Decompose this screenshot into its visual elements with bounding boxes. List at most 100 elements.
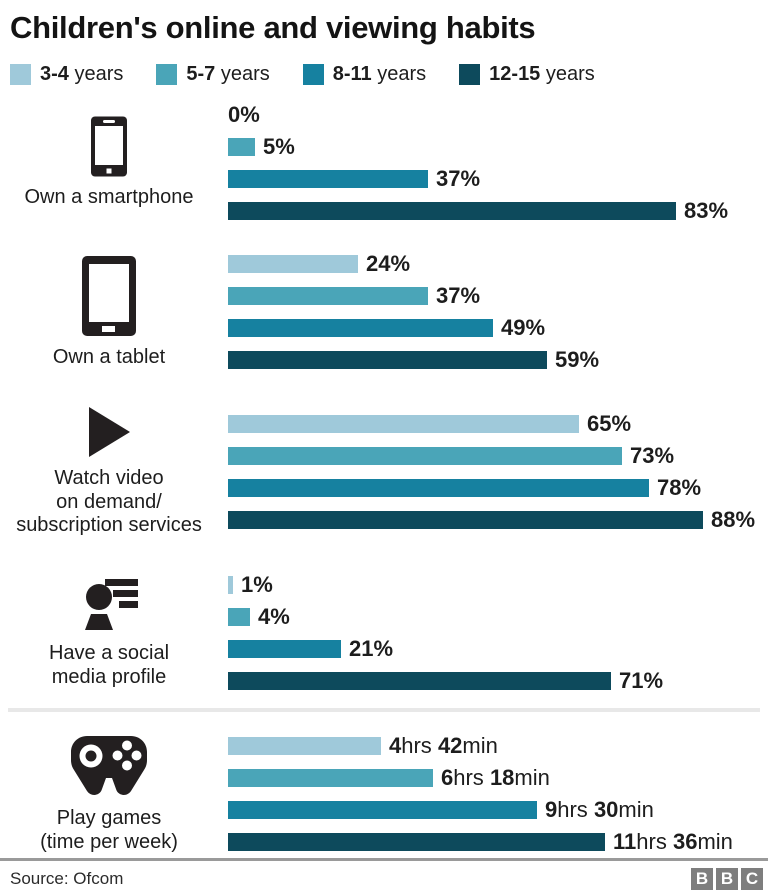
bar	[228, 137, 255, 156]
bar-group: 4hrs 42min 6hrs 18min 9hrs 30min 11hrs 36mi…	[218, 734, 768, 854]
value-label: 83%	[684, 197, 729, 223]
bar-row: 78%	[228, 475, 768, 501]
bar-row: 21%	[228, 638, 768, 660]
category-column: Have a social media profile	[0, 576, 218, 690]
bar-row: 5%	[228, 133, 768, 159]
category-column: Play games (time per week)	[0, 734, 218, 854]
category-column: Watch video on demand/subscription servic…	[0, 406, 218, 538]
value-label: 4hrs 42min	[389, 733, 498, 759]
bar	[228, 576, 233, 595]
bar	[228, 318, 493, 337]
bar-group: 0% 5% 37% 83%	[218, 101, 768, 223]
bar-row: 71%	[228, 668, 768, 694]
bar	[228, 640, 341, 659]
legend-label: 5-7 years	[186, 62, 270, 85]
bar-row: 4%	[228, 604, 768, 630]
bar	[228, 672, 611, 691]
value-label: 88%	[711, 507, 756, 533]
bar-row: 49%	[228, 314, 768, 340]
value-label: 59%	[555, 346, 600, 372]
bar-row: 83%	[228, 197, 768, 223]
page-title: Children's online and viewing habits	[10, 10, 536, 45]
bar-row: 88%	[228, 507, 768, 533]
value-label: 78%	[657, 475, 702, 501]
category-column: Own a smartphone	[0, 106, 218, 220]
category-column: Own a tablet	[0, 255, 218, 370]
bar-row: 73%	[228, 443, 768, 469]
legend: 3-4 years 5-7 years 8-11 years 12-15 years	[10, 63, 758, 86]
bar-row: 11hrs 36min	[228, 829, 768, 855]
legend-item: 8-11 years	[302, 62, 427, 86]
value-label: 65%	[587, 411, 632, 437]
category-label: Watch video on demand/subscription servic…	[16, 467, 202, 537]
gamepad-icon	[71, 734, 147, 798]
source-text: Source: Ofcom	[10, 869, 124, 888]
bar-row: 1%	[228, 572, 768, 598]
bar	[228, 286, 428, 305]
bar-row: 37%	[228, 165, 768, 191]
tablet-icon	[81, 255, 137, 337]
chart-group: Watch video on demand/subscription servic…	[0, 406, 768, 538]
legend-item: 3-4 years	[10, 63, 123, 86]
legend-label: 8-11 years	[332, 62, 427, 85]
legend-swatch	[10, 63, 31, 85]
category-label: Own a tablet	[52, 345, 166, 368]
value-label: 71%	[619, 668, 664, 694]
bar-row: 24%	[228, 250, 768, 276]
legend-swatch	[156, 63, 178, 85]
bar	[228, 833, 605, 852]
value-label: 37%	[436, 165, 481, 191]
section-divider	[8, 708, 760, 713]
legend-label: 3-4 years	[40, 62, 124, 85]
legend-label: 12-15 years	[489, 62, 595, 85]
value-label: 11hrs 36min	[613, 829, 733, 855]
category-label: Own a smartphone	[24, 185, 194, 208]
value-label: 49%	[501, 314, 546, 340]
value-label: 6hrs 18min	[441, 765, 550, 791]
chart-body: Own a smartphone 0% 5% 37% 83% Own a tablet 24…	[0, 86, 768, 855]
bar	[228, 201, 676, 220]
bbc-logo-letter: C	[741, 868, 763, 890]
bar	[228, 415, 579, 434]
bar	[228, 169, 428, 188]
bar	[228, 447, 622, 466]
bar-row: 37%	[228, 282, 768, 308]
bar-row: 6hrs 18min	[228, 765, 768, 791]
bar	[228, 608, 250, 627]
value-label: 24%	[366, 250, 411, 276]
bar	[228, 511, 703, 530]
bbc-logo-letter: B	[691, 868, 713, 890]
bbc-logo-letter: B	[716, 868, 738, 890]
bar	[228, 769, 433, 788]
value-label: 1%	[241, 572, 273, 598]
bar	[228, 479, 649, 498]
value-label: 0%	[228, 101, 260, 127]
bar-row: 59%	[228, 346, 768, 372]
smartphone-icon	[90, 116, 128, 177]
value-label: 73%	[630, 443, 675, 469]
value-label: 9hrs 30min	[545, 797, 654, 823]
legend-item: 5-7 years	[156, 62, 270, 86]
category-label: Play games (time per week)	[40, 807, 178, 853]
bar-row: 4hrs 42min	[228, 733, 768, 759]
bar-row: 9hrs 30min	[228, 797, 768, 823]
legend-item: 12-15 years	[459, 63, 595, 86]
bar-row: 65%	[228, 411, 768, 437]
value-label: 4%	[258, 604, 290, 630]
chart-group: Own a tablet 24% 37% 49% 59%	[0, 250, 768, 372]
value-label: 37%	[436, 282, 481, 308]
value-label: 5%	[263, 133, 295, 159]
legend-swatch	[459, 63, 481, 85]
bar-row: 0%	[228, 101, 768, 127]
social-profile-icon	[78, 577, 140, 633]
chart-group: Have a social media profile 1% 4% 21% 71%	[0, 572, 768, 694]
bar	[228, 737, 381, 756]
chart-group: Play games (time per week) 4hrs 42min 6hrs …	[0, 734, 768, 854]
chart-group: Own a smartphone 0% 5% 37% 83%	[0, 101, 768, 223]
legend-swatch	[302, 63, 324, 85]
bar-group: 65% 73% 78% 88%	[218, 406, 768, 538]
bar-group: 1% 4% 21% 71%	[218, 572, 768, 694]
bar	[228, 254, 358, 273]
